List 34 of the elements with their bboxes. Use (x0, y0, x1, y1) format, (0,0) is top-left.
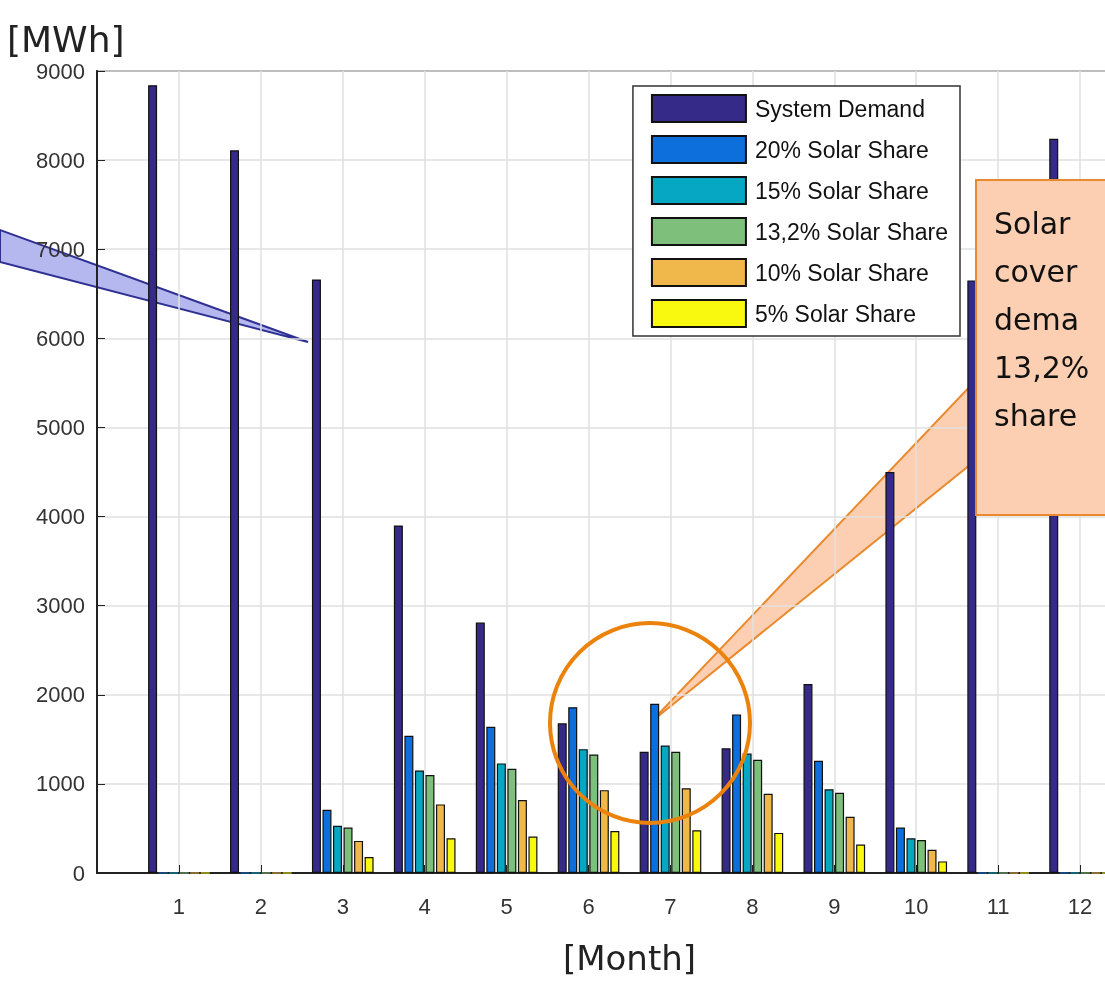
x-tick-label: 2 (254, 893, 267, 919)
y-axis-title: [MWh] (7, 18, 125, 60)
legend-label: 13,2% Solar Share (754, 218, 949, 245)
legend-label: 10% Solar Share (754, 259, 929, 286)
x-tick-label: 4 (418, 893, 431, 919)
y-tick-label: 3000 (36, 593, 85, 619)
bar (148, 85, 158, 873)
y-tick-label: 6000 (36, 325, 85, 351)
x-tick-label: 12 (1067, 893, 1093, 919)
x-tick-label: 5 (500, 893, 513, 919)
x-tick-label: 9 (828, 893, 841, 919)
x-tick-label: 11 (986, 893, 1010, 919)
bar (230, 150, 240, 873)
x-tick-label: 3 (336, 893, 349, 919)
y-tick-label: 2000 (36, 682, 85, 708)
legend-label: System Demand (754, 95, 925, 122)
bar (364, 856, 374, 873)
bar (885, 472, 895, 873)
x-tick-label: 8 (746, 893, 759, 919)
y-tick-label: 0 (72, 860, 85, 886)
y-tick-label: 4000 (36, 504, 85, 530)
x-tick-label: 1 (172, 893, 186, 919)
y-tick-label: 1000 (36, 771, 85, 797)
legend-label: 20% Solar Share (754, 136, 929, 163)
x-tick-label: 10 (903, 893, 929, 919)
bar (967, 280, 977, 873)
legend-label: 15% Solar Share (754, 177, 929, 204)
x-tick-label: 6 (582, 893, 595, 919)
x-tick-label: 7 (664, 893, 677, 919)
legend-label: 5% Solar Share (754, 300, 917, 327)
y-tick-label: 9000 (36, 58, 85, 84)
y-tick-label: 8000 (36, 147, 85, 173)
x-axis-title: [Month] (562, 938, 697, 978)
y-tick-label: 5000 (36, 414, 85, 440)
